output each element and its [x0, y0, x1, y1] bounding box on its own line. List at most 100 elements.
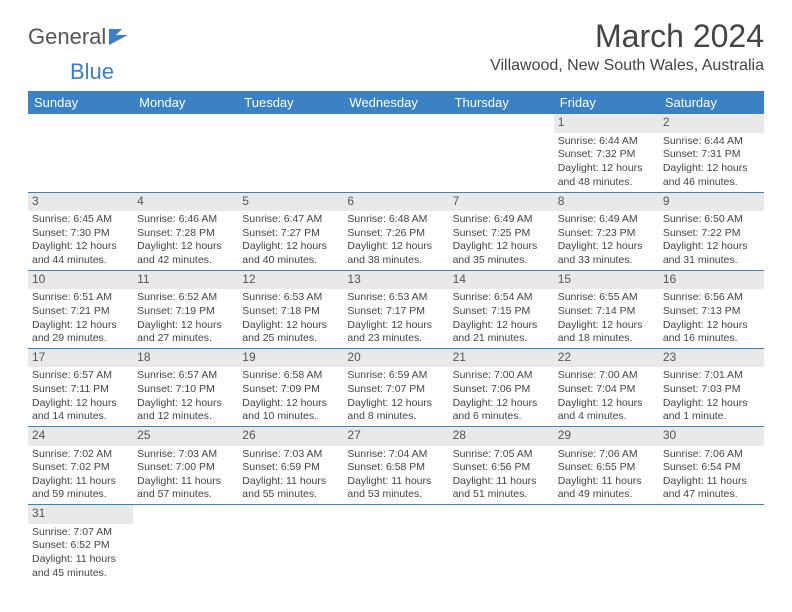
day-number: 2 — [659, 114, 764, 133]
week-row: 24Sunrise: 7:02 AMSunset: 7:02 PMDayligh… — [28, 426, 764, 504]
daylight: Daylight: 12 hours and 16 minutes. — [663, 319, 760, 346]
sunrise: Sunrise: 7:04 AM — [347, 448, 444, 462]
day-cell: 8Sunrise: 6:49 AMSunset: 7:23 PMDaylight… — [554, 192, 659, 270]
day-number: 22 — [554, 349, 659, 368]
day-number: 14 — [449, 271, 554, 290]
day-cell — [659, 505, 764, 583]
sunrise: Sunrise: 6:45 AM — [32, 213, 129, 227]
day-content: Sunrise: 6:49 AMSunset: 7:23 PMDaylight:… — [554, 211, 659, 270]
day-content: Sunrise: 6:57 AMSunset: 7:10 PMDaylight:… — [133, 367, 238, 426]
day-cell: 11Sunrise: 6:52 AMSunset: 7:19 PMDayligh… — [133, 270, 238, 348]
sunrise: Sunrise: 7:03 AM — [242, 448, 339, 462]
daylight: Daylight: 11 hours and 59 minutes. — [32, 475, 129, 502]
sunset: Sunset: 7:31 PM — [663, 148, 760, 162]
daylight: Daylight: 12 hours and 42 minutes. — [137, 240, 234, 267]
calendar-table: Sunday Monday Tuesday Wednesday Thursday… — [28, 91, 764, 583]
week-row: 3Sunrise: 6:45 AMSunset: 7:30 PMDaylight… — [28, 192, 764, 270]
day-number: 7 — [449, 193, 554, 212]
sunset: Sunset: 7:25 PM — [453, 227, 550, 241]
day-number: 21 — [449, 349, 554, 368]
day-cell: 4Sunrise: 6:46 AMSunset: 7:28 PMDaylight… — [133, 192, 238, 270]
sunset: Sunset: 7:14 PM — [558, 305, 655, 319]
day-cell: 12Sunrise: 6:53 AMSunset: 7:18 PMDayligh… — [238, 270, 343, 348]
day-cell — [449, 505, 554, 583]
daylight: Daylight: 12 hours and 23 minutes. — [347, 319, 444, 346]
day-number: 6 — [343, 193, 448, 212]
daylight: Daylight: 12 hours and 8 minutes. — [347, 397, 444, 424]
day-cell: 21Sunrise: 7:00 AMSunset: 7:06 PMDayligh… — [449, 348, 554, 426]
day-content: Sunrise: 6:51 AMSunset: 7:21 PMDaylight:… — [28, 289, 133, 348]
daylight: Daylight: 12 hours and 33 minutes. — [558, 240, 655, 267]
day-content: Sunrise: 7:06 AMSunset: 6:54 PMDaylight:… — [659, 446, 764, 505]
col-tuesday: Tuesday — [238, 91, 343, 114]
day-number: 23 — [659, 349, 764, 368]
sunrise: Sunrise: 6:51 AM — [32, 291, 129, 305]
day-number: 1 — [554, 114, 659, 133]
daylight: Daylight: 12 hours and 21 minutes. — [453, 319, 550, 346]
day-number: 26 — [238, 427, 343, 446]
day-content: Sunrise: 6:44 AMSunset: 7:31 PMDaylight:… — [659, 133, 764, 192]
day-cell: 23Sunrise: 7:01 AMSunset: 7:03 PMDayligh… — [659, 348, 764, 426]
day-cell: 6Sunrise: 6:48 AMSunset: 7:26 PMDaylight… — [343, 192, 448, 270]
daylight: Daylight: 11 hours and 45 minutes. — [32, 553, 129, 580]
sunrise: Sunrise: 6:57 AM — [137, 369, 234, 383]
day-cell — [28, 114, 133, 192]
day-cell: 3Sunrise: 6:45 AMSunset: 7:30 PMDaylight… — [28, 192, 133, 270]
day-number: 12 — [238, 271, 343, 290]
daylight: Daylight: 11 hours and 51 minutes. — [453, 475, 550, 502]
sunrise: Sunrise: 6:44 AM — [663, 135, 760, 149]
day-number: 5 — [238, 193, 343, 212]
day-content: Sunrise: 6:56 AMSunset: 7:13 PMDaylight:… — [659, 289, 764, 348]
day-content: Sunrise: 6:47 AMSunset: 7:27 PMDaylight:… — [238, 211, 343, 270]
sunrise: Sunrise: 6:46 AM — [137, 213, 234, 227]
sunrise: Sunrise: 6:58 AM — [242, 369, 339, 383]
sunset: Sunset: 7:11 PM — [32, 383, 129, 397]
sunset: Sunset: 6:54 PM — [663, 461, 760, 475]
sunrise: Sunrise: 7:06 AM — [558, 448, 655, 462]
daylight: Daylight: 12 hours and 48 minutes. — [558, 162, 655, 189]
col-monday: Monday — [133, 91, 238, 114]
daylight: Daylight: 12 hours and 46 minutes. — [663, 162, 760, 189]
logo-line2: Blue — [28, 59, 764, 85]
sunset: Sunset: 7:04 PM — [558, 383, 655, 397]
day-cell: 26Sunrise: 7:03 AMSunset: 6:59 PMDayligh… — [238, 426, 343, 504]
day-content: Sunrise: 6:45 AMSunset: 7:30 PMDaylight:… — [28, 211, 133, 270]
logo-flag-icon — [108, 28, 130, 46]
day-content: Sunrise: 6:49 AMSunset: 7:25 PMDaylight:… — [449, 211, 554, 270]
day-cell: 15Sunrise: 6:55 AMSunset: 7:14 PMDayligh… — [554, 270, 659, 348]
sunrise: Sunrise: 7:01 AM — [663, 369, 760, 383]
daylight: Daylight: 12 hours and 6 minutes. — [453, 397, 550, 424]
day-content: Sunrise: 7:00 AMSunset: 7:06 PMDaylight:… — [449, 367, 554, 426]
daylight: Daylight: 12 hours and 38 minutes. — [347, 240, 444, 267]
sunset: Sunset: 7:27 PM — [242, 227, 339, 241]
day-cell: 16Sunrise: 6:56 AMSunset: 7:13 PMDayligh… — [659, 270, 764, 348]
sunrise: Sunrise: 7:02 AM — [32, 448, 129, 462]
sunset: Sunset: 7:02 PM — [32, 461, 129, 475]
day-cell: 13Sunrise: 6:53 AMSunset: 7:17 PMDayligh… — [343, 270, 448, 348]
day-number: 28 — [449, 427, 554, 446]
day-number: 27 — [343, 427, 448, 446]
col-wednesday: Wednesday — [343, 91, 448, 114]
day-content: Sunrise: 7:03 AMSunset: 6:59 PMDaylight:… — [238, 446, 343, 505]
day-cell: 30Sunrise: 7:06 AMSunset: 6:54 PMDayligh… — [659, 426, 764, 504]
day-cell: 31Sunrise: 7:07 AMSunset: 6:52 PMDayligh… — [28, 505, 133, 583]
day-number: 30 — [659, 427, 764, 446]
sunset: Sunset: 7:07 PM — [347, 383, 444, 397]
day-cell: 27Sunrise: 7:04 AMSunset: 6:58 PMDayligh… — [343, 426, 448, 504]
sunset: Sunset: 7:26 PM — [347, 227, 444, 241]
sunrise: Sunrise: 6:57 AM — [32, 369, 129, 383]
col-sunday: Sunday — [28, 91, 133, 114]
day-number: 31 — [28, 505, 133, 524]
day-number: 18 — [133, 349, 238, 368]
sunset: Sunset: 7:30 PM — [32, 227, 129, 241]
sunrise: Sunrise: 6:59 AM — [347, 369, 444, 383]
day-number: 9 — [659, 193, 764, 212]
day-number: 15 — [554, 271, 659, 290]
daylight: Daylight: 12 hours and 44 minutes. — [32, 240, 129, 267]
day-content: Sunrise: 7:00 AMSunset: 7:04 PMDaylight:… — [554, 367, 659, 426]
sunset: Sunset: 7:19 PM — [137, 305, 234, 319]
header-row: Sunday Monday Tuesday Wednesday Thursday… — [28, 91, 764, 114]
day-cell — [238, 114, 343, 192]
sunset: Sunset: 7:03 PM — [663, 383, 760, 397]
sunrise: Sunrise: 6:44 AM — [558, 135, 655, 149]
